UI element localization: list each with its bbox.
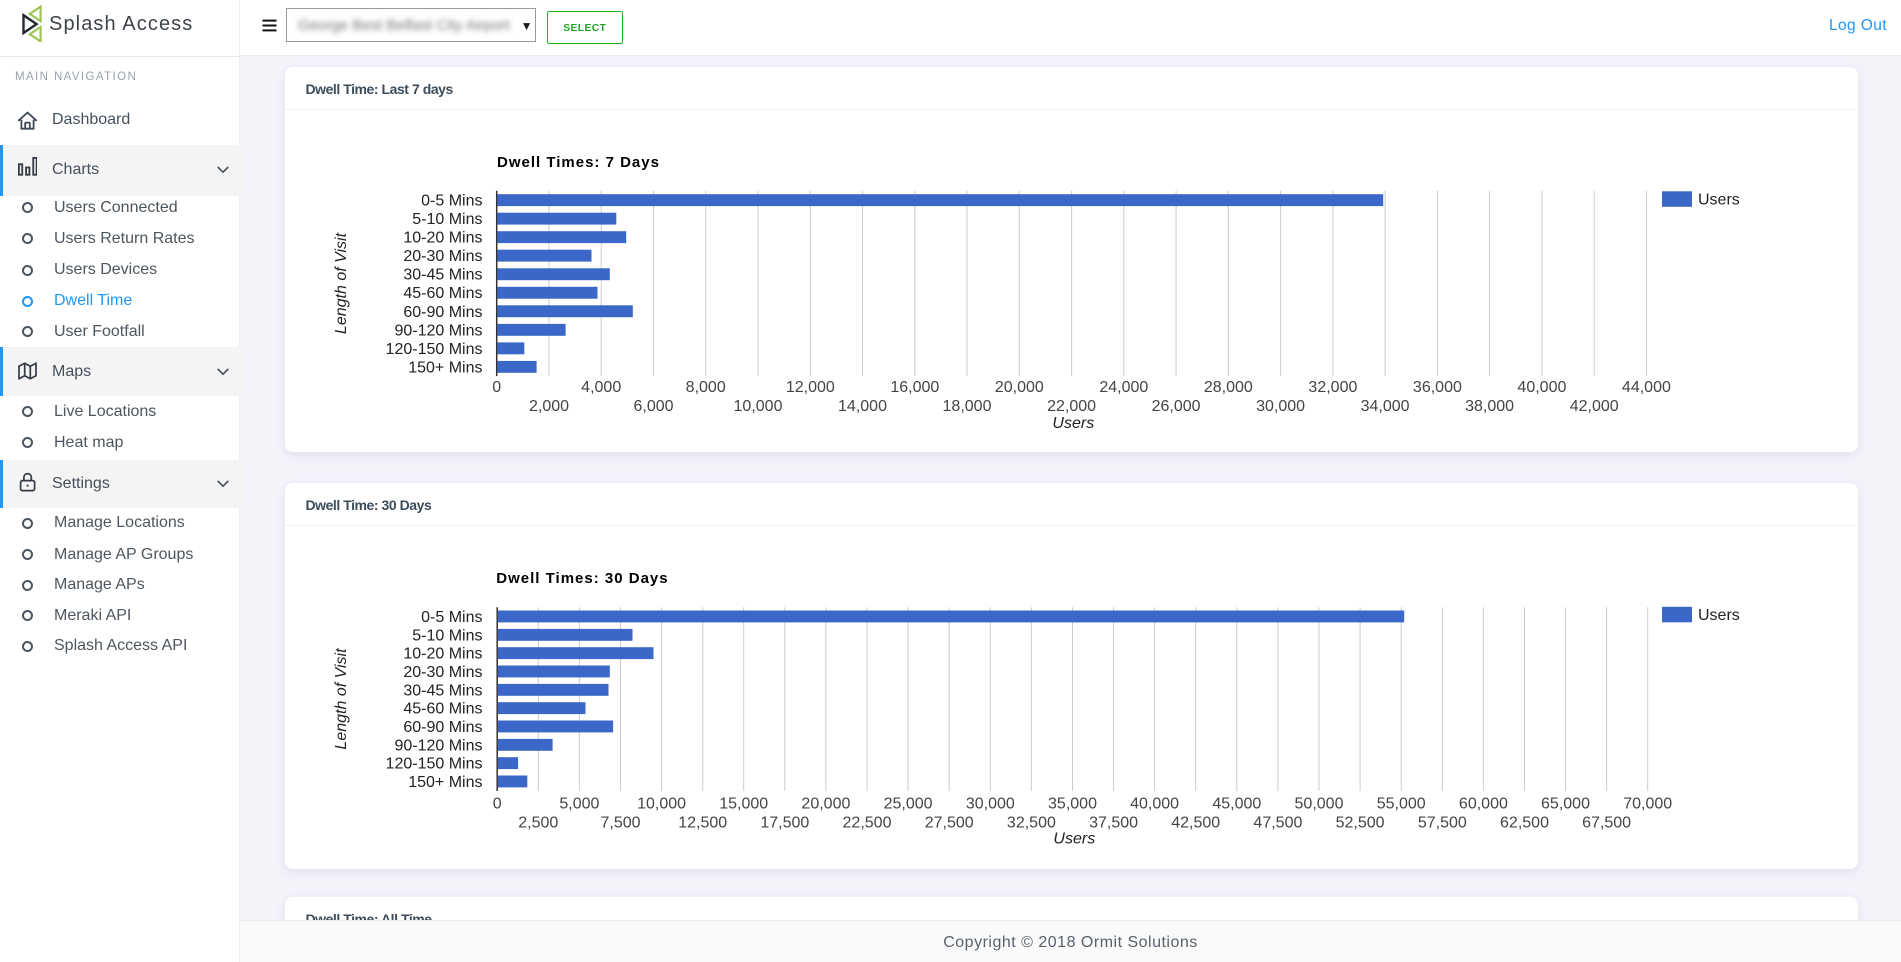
svg-text:24,000: 24,000 bbox=[1099, 379, 1148, 396]
svg-text:36,000: 36,000 bbox=[1413, 379, 1462, 396]
svg-text:4,000: 4,000 bbox=[581, 379, 621, 396]
svg-text:12,500: 12,500 bbox=[678, 815, 727, 832]
svg-text:10-20 Mins: 10-20 Mins bbox=[403, 646, 482, 663]
svg-text:45-60 Mins: 45-60 Mins bbox=[403, 285, 482, 302]
svg-text:60-90 Mins: 60-90 Mins bbox=[403, 719, 482, 736]
svg-text:10-20 Mins: 10-20 Mins bbox=[403, 230, 482, 247]
svg-text:20,000: 20,000 bbox=[801, 796, 850, 813]
svg-text:47,500: 47,500 bbox=[1253, 815, 1302, 832]
svg-text:44,000: 44,000 bbox=[1622, 379, 1671, 396]
svg-text:22,500: 22,500 bbox=[843, 815, 892, 832]
svg-text:37,500: 37,500 bbox=[1089, 815, 1138, 832]
svg-text:60,000: 60,000 bbox=[1459, 796, 1508, 813]
svg-text:42,500: 42,500 bbox=[1171, 815, 1220, 832]
svg-text:28,000: 28,000 bbox=[1204, 379, 1253, 396]
svg-text:5-10 Mins: 5-10 Mins bbox=[412, 627, 482, 644]
svg-text:52,500: 52,500 bbox=[1336, 815, 1385, 832]
svg-text:45-60 Mins: 45-60 Mins bbox=[403, 701, 482, 718]
svg-text:35,000: 35,000 bbox=[1048, 796, 1097, 813]
svg-text:40,000: 40,000 bbox=[1517, 379, 1566, 396]
svg-text:38,000: 38,000 bbox=[1465, 398, 1514, 415]
svg-text:120-150 Mins: 120-150 Mins bbox=[386, 756, 483, 773]
svg-text:34,000: 34,000 bbox=[1361, 398, 1410, 415]
svg-text:40,000: 40,000 bbox=[1130, 796, 1179, 813]
svg-text:60-90 Mins: 60-90 Mins bbox=[403, 304, 482, 321]
svg-text:62,500: 62,500 bbox=[1500, 815, 1549, 832]
svg-text:2,000: 2,000 bbox=[529, 398, 569, 415]
svg-text:65,000: 65,000 bbox=[1541, 796, 1590, 813]
svg-text:Users: Users bbox=[1052, 415, 1094, 432]
svg-text:18,000: 18,000 bbox=[943, 398, 992, 415]
svg-text:90-120 Mins: 90-120 Mins bbox=[394, 737, 482, 754]
svg-text:Users: Users bbox=[1698, 607, 1740, 624]
svg-text:50,000: 50,000 bbox=[1295, 796, 1344, 813]
svg-text:20,000: 20,000 bbox=[995, 379, 1044, 396]
svg-text:10,000: 10,000 bbox=[637, 796, 686, 813]
svg-text:6,000: 6,000 bbox=[633, 398, 673, 415]
svg-text:20-30 Mins: 20-30 Mins bbox=[403, 248, 482, 265]
svg-text:70,000: 70,000 bbox=[1623, 796, 1672, 813]
svg-text:Length of Visit: Length of Visit bbox=[333, 232, 350, 334]
svg-text:8,000: 8,000 bbox=[686, 379, 726, 396]
svg-text:17,500: 17,500 bbox=[760, 815, 809, 832]
svg-text:67,500: 67,500 bbox=[1582, 815, 1631, 832]
svg-text:5-10 Mins: 5-10 Mins bbox=[412, 211, 482, 228]
svg-text:55,000: 55,000 bbox=[1377, 796, 1426, 813]
svg-text:45,000: 45,000 bbox=[1212, 796, 1261, 813]
svg-text:0: 0 bbox=[492, 379, 501, 396]
svg-text:5,000: 5,000 bbox=[559, 796, 599, 813]
svg-text:7,500: 7,500 bbox=[600, 815, 640, 832]
svg-text:0: 0 bbox=[493, 796, 502, 813]
svg-text:32,000: 32,000 bbox=[1308, 379, 1357, 396]
svg-text:30-45 Mins: 30-45 Mins bbox=[403, 682, 482, 699]
svg-text:32,500: 32,500 bbox=[1007, 815, 1056, 832]
svg-text:120-150 Mins: 120-150 Mins bbox=[386, 341, 483, 358]
svg-text:150+ Mins: 150+ Mins bbox=[408, 359, 482, 376]
svg-text:20-30 Mins: 20-30 Mins bbox=[403, 664, 482, 681]
svg-text:30,000: 30,000 bbox=[966, 796, 1015, 813]
svg-text:Dwell Times: 30 Days: Dwell Times: 30 Days bbox=[496, 570, 668, 587]
svg-text:2,500: 2,500 bbox=[518, 815, 558, 832]
svg-text:42,000: 42,000 bbox=[1570, 398, 1619, 415]
svg-text:22,000: 22,000 bbox=[1047, 398, 1096, 415]
svg-text:26,000: 26,000 bbox=[1152, 398, 1201, 415]
svg-text:150+ Mins: 150+ Mins bbox=[408, 774, 482, 791]
svg-text:27,500: 27,500 bbox=[925, 815, 974, 832]
svg-text:30,000: 30,000 bbox=[1256, 398, 1305, 415]
svg-text:57,500: 57,500 bbox=[1418, 815, 1467, 832]
svg-text:25,000: 25,000 bbox=[884, 796, 933, 813]
svg-text:10,000: 10,000 bbox=[734, 398, 783, 415]
svg-text:90-120 Mins: 90-120 Mins bbox=[394, 322, 482, 339]
svg-text:Users: Users bbox=[1053, 831, 1095, 848]
svg-text:0-5 Mins: 0-5 Mins bbox=[421, 193, 482, 210]
svg-text:30-45 Mins: 30-45 Mins bbox=[403, 267, 482, 284]
svg-text:12,000: 12,000 bbox=[786, 379, 835, 396]
svg-text:0-5 Mins: 0-5 Mins bbox=[421, 609, 482, 626]
svg-text:15,000: 15,000 bbox=[719, 796, 768, 813]
svg-text:16,000: 16,000 bbox=[890, 379, 939, 396]
svg-text:Length of Visit: Length of Visit bbox=[333, 648, 350, 750]
svg-text:14,000: 14,000 bbox=[838, 398, 887, 415]
svg-text:Users: Users bbox=[1698, 191, 1740, 208]
svg-text:Dwell Times: 7 Days: Dwell Times: 7 Days bbox=[497, 154, 660, 171]
